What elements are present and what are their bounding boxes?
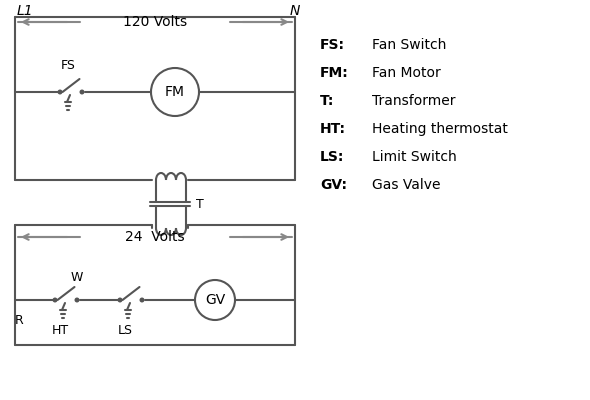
Text: T:: T: [320,94,335,108]
Text: LS:: LS: [320,150,345,164]
Circle shape [117,298,123,302]
Text: W: W [71,271,83,284]
Text: 24  Volts: 24 Volts [125,230,185,244]
Text: Gas Valve: Gas Valve [372,178,441,192]
Text: FS: FS [61,59,76,72]
Text: 120 Volts: 120 Volts [123,15,187,29]
Text: Transformer: Transformer [372,94,455,108]
Text: Heating thermostat: Heating thermostat [372,122,508,136]
Text: N: N [290,4,300,18]
Circle shape [74,298,80,302]
Circle shape [139,298,145,302]
Text: Fan Motor: Fan Motor [372,66,441,80]
Text: GV:: GV: [320,178,347,192]
Text: FM:: FM: [320,66,349,80]
Circle shape [53,298,57,302]
Text: L1: L1 [17,4,34,18]
Circle shape [57,90,63,94]
Text: Fan Switch: Fan Switch [372,38,447,52]
Text: FS:: FS: [320,38,345,52]
Text: T: T [196,198,204,210]
Text: LS: LS [117,324,133,337]
Text: Limit Switch: Limit Switch [372,150,457,164]
Text: FM: FM [165,85,185,99]
Text: HT:: HT: [320,122,346,136]
Text: GV: GV [205,293,225,307]
Text: HT: HT [51,324,68,337]
Text: R: R [15,314,24,327]
Circle shape [80,90,84,94]
